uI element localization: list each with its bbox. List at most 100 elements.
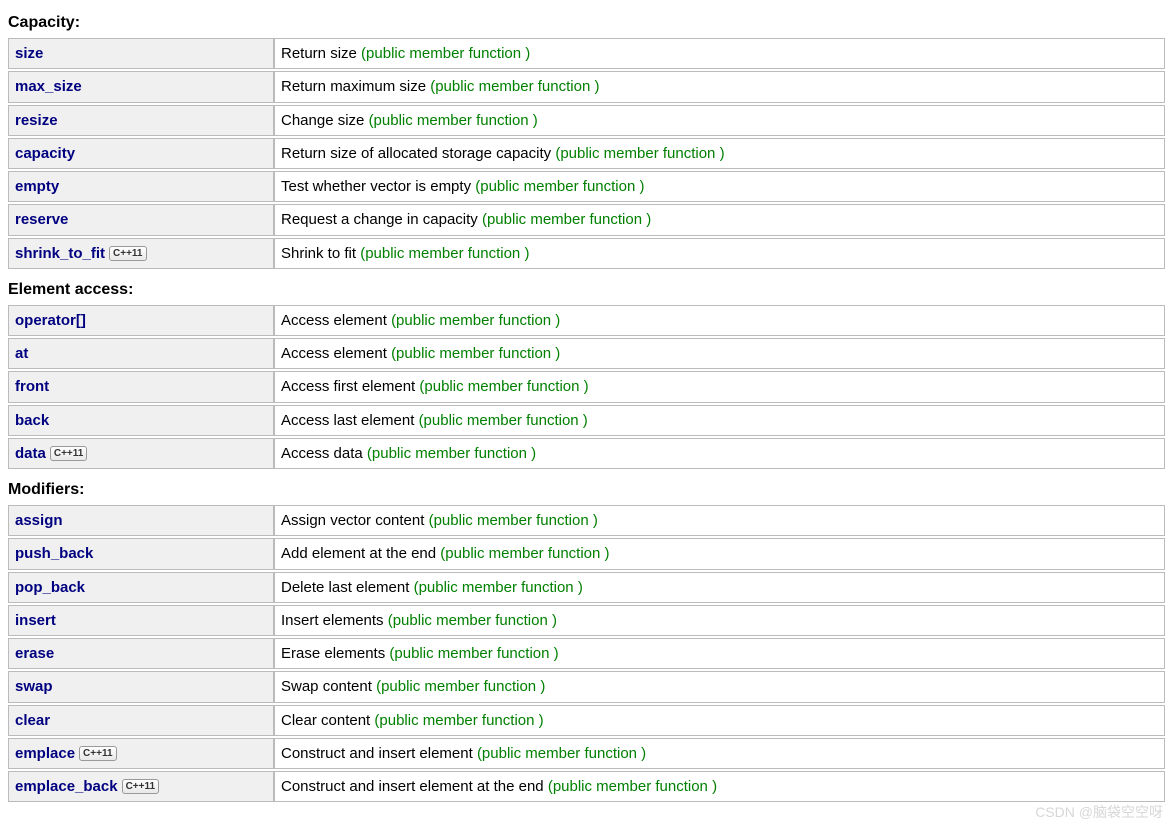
function-desc-cell: Return maximum size (public member funct… — [274, 71, 1165, 102]
table-row: reserve Request a change in capacity (pub… — [8, 204, 1165, 235]
function-link[interactable]: size — [15, 45, 43, 62]
function-link[interactable]: back — [15, 412, 49, 429]
function-link[interactable]: reserve — [15, 211, 68, 228]
cpp11-badge: C++11 — [50, 446, 87, 461]
function-description: Access data — [281, 445, 363, 462]
member-type-annotation: (public member function ) — [430, 78, 599, 95]
function-desc-cell: Change size (public member function ) — [274, 105, 1165, 136]
table-row: shrink_to_fitC++11Shrink to fit (public … — [8, 238, 1165, 269]
table-row: swap Swap content (public member function… — [8, 671, 1165, 702]
function-desc-cell: Delete last element (public member funct… — [274, 572, 1165, 603]
table-row: capacity Return size of allocated storage… — [8, 138, 1165, 169]
function-description: Test whether vector is empty — [281, 178, 471, 195]
function-link[interactable]: operator[] — [15, 312, 86, 329]
cpp11-badge: C++11 — [79, 746, 116, 761]
table-row: assignAssign vector content (public memb… — [8, 505, 1165, 536]
function-desc-cell: Erase elements (public member function ) — [274, 638, 1165, 669]
function-desc-cell: Access element (public member function ) — [274, 338, 1165, 369]
function-link[interactable]: assign — [15, 512, 63, 529]
section-heading: Element access: — [8, 281, 1165, 299]
function-name-cell: reserve — [8, 204, 274, 235]
function-desc-cell: Construct and insert element at the end … — [274, 771, 1165, 802]
function-name-cell: erase — [8, 638, 274, 669]
function-name-cell: emplace_back C++11 — [8, 771, 274, 802]
function-desc-cell: Add element at the end (public member fu… — [274, 538, 1165, 569]
function-link[interactable]: clear — [15, 712, 50, 729]
member-type-annotation: (public member function ) — [376, 678, 545, 695]
function-link[interactable]: emplace — [15, 745, 75, 762]
table-row: at Access element (public member function… — [8, 338, 1165, 369]
function-description: Construct and insert element — [281, 745, 473, 762]
function-link[interactable]: pop_back — [15, 579, 85, 596]
function-name-cell: data C++11 — [8, 438, 274, 469]
function-name-cell: capacity — [8, 138, 274, 169]
function-link[interactable]: empty — [15, 178, 59, 195]
member-type-annotation: (public member function ) — [419, 412, 588, 429]
function-name-cell: empty — [8, 171, 274, 202]
function-description: Access element — [281, 345, 387, 362]
member-type-annotation: (public member function ) — [475, 178, 644, 195]
function-name-cell: emplace C++11 — [8, 738, 274, 769]
function-link[interactable]: front — [15, 378, 49, 395]
function-desc-cell: Request a change in capacity (public mem… — [274, 204, 1165, 235]
function-link[interactable]: shrink_to_fit — [15, 245, 105, 262]
function-link[interactable]: swap — [15, 678, 53, 695]
function-name-cell: assign — [8, 505, 274, 536]
table-row: empty Test whether vector is empty (publi… — [8, 171, 1165, 202]
section-heading: Capacity: — [8, 14, 1165, 32]
table-row: frontAccess first element (public member… — [8, 371, 1165, 402]
member-type-annotation: (public member function ) — [477, 745, 646, 762]
table-row: dataC++11Access data (public member func… — [8, 438, 1165, 469]
function-name-cell: at — [8, 338, 274, 369]
function-link[interactable]: resize — [15, 112, 58, 129]
table-row: emplace C++11 Construct and insert element… — [8, 738, 1165, 769]
function-description: Add element at the end — [281, 545, 436, 562]
table-row: erase Erase elements (public member funct… — [8, 638, 1165, 669]
function-description: Swap content — [281, 678, 372, 695]
table-row: pop_back Delete last element (public memb… — [8, 572, 1165, 603]
function-table: assignAssign vector content (public memb… — [8, 503, 1165, 804]
table-row: push_back Add element at the end (public … — [8, 538, 1165, 569]
function-link[interactable]: capacity — [15, 145, 75, 162]
function-description: Delete last element — [281, 579, 409, 596]
table-row: back Access last element (public member f… — [8, 405, 1165, 436]
function-link[interactable]: emplace_back — [15, 778, 118, 795]
function-link[interactable]: max_size — [15, 78, 82, 95]
function-description: Change size — [281, 112, 364, 129]
member-type-annotation: (public member function ) — [414, 579, 583, 596]
function-description: Construct and insert element at the end — [281, 778, 544, 795]
member-type-annotation: (public member function ) — [548, 778, 717, 795]
function-name-cell: pop_back — [8, 572, 274, 603]
member-type-annotation: (public member function ) — [361, 45, 530, 62]
function-link[interactable]: data — [15, 445, 46, 462]
function-name-cell: front — [8, 371, 274, 402]
member-type-annotation: (public member function ) — [389, 645, 558, 662]
function-link[interactable]: erase — [15, 645, 54, 662]
cpp11-badge: C++11 — [122, 779, 159, 794]
function-description: Clear content — [281, 712, 370, 729]
function-description: Access last element — [281, 412, 414, 429]
member-type-annotation: (public member function ) — [374, 712, 543, 729]
table-row: resize Change size (public member functio… — [8, 105, 1165, 136]
function-description: Insert elements — [281, 612, 384, 629]
function-desc-cell: Return size of allocated storage capacit… — [274, 138, 1165, 169]
section-heading: Modifiers: — [8, 481, 1165, 499]
function-description: Return maximum size — [281, 78, 426, 95]
function-desc-cell: Shrink to fit (public member function ) — [274, 238, 1165, 269]
function-link[interactable]: push_back — [15, 545, 93, 562]
function-description: Request a change in capacity — [281, 211, 478, 228]
function-name-cell: clear — [8, 705, 274, 736]
member-type-annotation: (public member function ) — [440, 545, 609, 562]
function-name-cell: push_back — [8, 538, 274, 569]
reference-doc: Capacity: size Return size (public member … — [8, 14, 1165, 804]
function-description: Shrink to fit — [281, 245, 356, 262]
function-desc-cell: Return size (public member function ) — [274, 38, 1165, 69]
member-type-annotation: (public member function ) — [391, 312, 560, 329]
function-name-cell: size — [8, 38, 274, 69]
function-link[interactable]: insert — [15, 612, 56, 629]
function-desc-cell: Swap content (public member function ) — [274, 671, 1165, 702]
function-link[interactable]: at — [15, 345, 28, 362]
function-description: Access first element — [281, 378, 415, 395]
table-row: size Return size (public member function … — [8, 38, 1165, 69]
function-desc-cell: Access last element (public member funct… — [274, 405, 1165, 436]
